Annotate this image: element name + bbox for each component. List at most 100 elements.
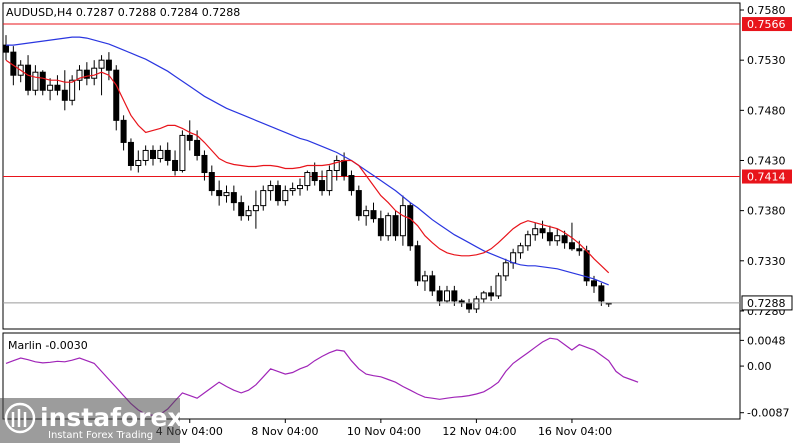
candle — [363, 205, 370, 226]
candle-body — [444, 290, 450, 302]
candle-body — [539, 228, 546, 234]
candle-body — [495, 275, 502, 297]
candle-body — [429, 275, 436, 292]
candle — [39, 70, 46, 96]
indicator-tick-label: -0.0087 — [747, 407, 789, 420]
candle — [91, 60, 98, 86]
main-plot-frame — [2, 2, 741, 330]
candle-body — [304, 172, 311, 187]
candle — [186, 120, 193, 151]
candle-body — [363, 210, 370, 217]
candle-body — [436, 290, 443, 302]
candle-body — [69, 79, 76, 101]
candle — [598, 282, 605, 306]
indicator-axis: 0.0048 0.00 -0.0087 — [740, 334, 789, 420]
candle-body — [355, 190, 362, 217]
candle — [47, 78, 54, 101]
candle — [223, 185, 230, 203]
candle — [201, 150, 208, 181]
candle — [355, 185, 362, 221]
candle — [385, 212, 392, 241]
time-tick-label: 12 Nov 04:00 — [442, 425, 516, 438]
candle — [377, 210, 384, 241]
ma-slow-line — [6, 36, 609, 286]
candle-body — [568, 242, 575, 250]
price-tick-label: 0.7480 — [747, 104, 786, 117]
candle-body — [47, 84, 54, 91]
candle — [282, 185, 289, 206]
candle — [289, 182, 296, 196]
candle-body — [194, 139, 201, 156]
candle-body — [488, 292, 495, 297]
candle — [98, 55, 105, 96]
instaforex-logo-icon — [4, 402, 36, 434]
candle — [517, 242, 524, 259]
candle — [510, 248, 517, 269]
candle — [407, 202, 414, 251]
candle — [568, 222, 575, 251]
candle — [546, 225, 553, 246]
candle-body — [208, 172, 215, 192]
ma-fast-line — [5, 59, 610, 274]
candle-body — [39, 71, 46, 91]
candle-body — [377, 218, 384, 237]
candle-body — [230, 192, 237, 204]
level-label: 0.7414 — [747, 171, 786, 184]
candle — [473, 295, 480, 313]
candle — [252, 190, 259, 229]
candle-body — [142, 149, 149, 161]
watermark-background — [0, 398, 180, 443]
last-price-label: 0.7288 — [747, 297, 786, 310]
candle-body — [311, 172, 318, 182]
candle — [319, 170, 326, 196]
candle — [69, 75, 76, 106]
price-axis: 0.7580 0.7530 0.7480 0.7430 0.7380 0.7330 0.72… — [740, 4, 786, 318]
candle-body — [561, 235, 568, 244]
candle-body — [260, 190, 267, 207]
candle — [150, 145, 156, 166]
candle-body — [421, 275, 428, 282]
candle — [502, 258, 509, 281]
candle-body — [510, 252, 517, 264]
candle-body — [201, 154, 208, 174]
price-tick-label: 0.7330 — [747, 255, 786, 268]
candle-body — [172, 159, 179, 172]
candle — [61, 70, 68, 111]
price-tick-label: 0.7530 — [747, 54, 786, 67]
candle-body — [186, 134, 193, 141]
candle — [554, 228, 561, 246]
candle — [421, 270, 428, 291]
candle-body — [591, 280, 597, 287]
candle — [157, 145, 164, 163]
candle — [304, 170, 311, 191]
candle-body — [598, 285, 605, 302]
candle — [135, 150, 142, 173]
candlesticks — [3, 35, 612, 313]
time-tick-label: 8 Nov 04:00 — [251, 425, 318, 438]
chart-title: AUDUSD,H4 0.7287 0.7288 0.7284 0.7288 — [6, 6, 240, 19]
candle-body — [326, 170, 333, 192]
candle-body — [223, 192, 230, 197]
candle-body — [76, 69, 83, 81]
candle — [370, 202, 377, 223]
candle-body — [113, 69, 120, 121]
candle-body — [392, 215, 399, 237]
candle-body — [3, 44, 9, 53]
candle-body — [502, 262, 509, 277]
candle — [311, 162, 318, 186]
indicator-title: Marlin -0.0030 — [8, 339, 88, 352]
candle-body — [164, 149, 171, 161]
candle-body — [267, 185, 274, 192]
candle-body — [238, 202, 245, 217]
candle — [179, 130, 186, 173]
indicator-tick-label: 0.00 — [747, 360, 772, 373]
candle — [142, 145, 149, 166]
watermark-brand: instaforex — [40, 403, 184, 432]
candle — [480, 290, 487, 303]
candle — [539, 220, 546, 239]
candle — [524, 230, 531, 251]
candle-body — [150, 149, 156, 159]
candle — [561, 230, 568, 249]
candle — [120, 115, 127, 151]
candle — [333, 155, 340, 181]
